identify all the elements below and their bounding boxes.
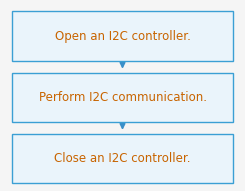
Text: Close an I2C controller.: Close an I2C controller.	[54, 152, 191, 165]
FancyBboxPatch shape	[12, 73, 233, 122]
Text: Perform I2C communication.: Perform I2C communication.	[38, 91, 207, 104]
FancyBboxPatch shape	[12, 134, 233, 183]
FancyBboxPatch shape	[12, 11, 233, 61]
Text: Open an I2C controller.: Open an I2C controller.	[55, 30, 190, 43]
